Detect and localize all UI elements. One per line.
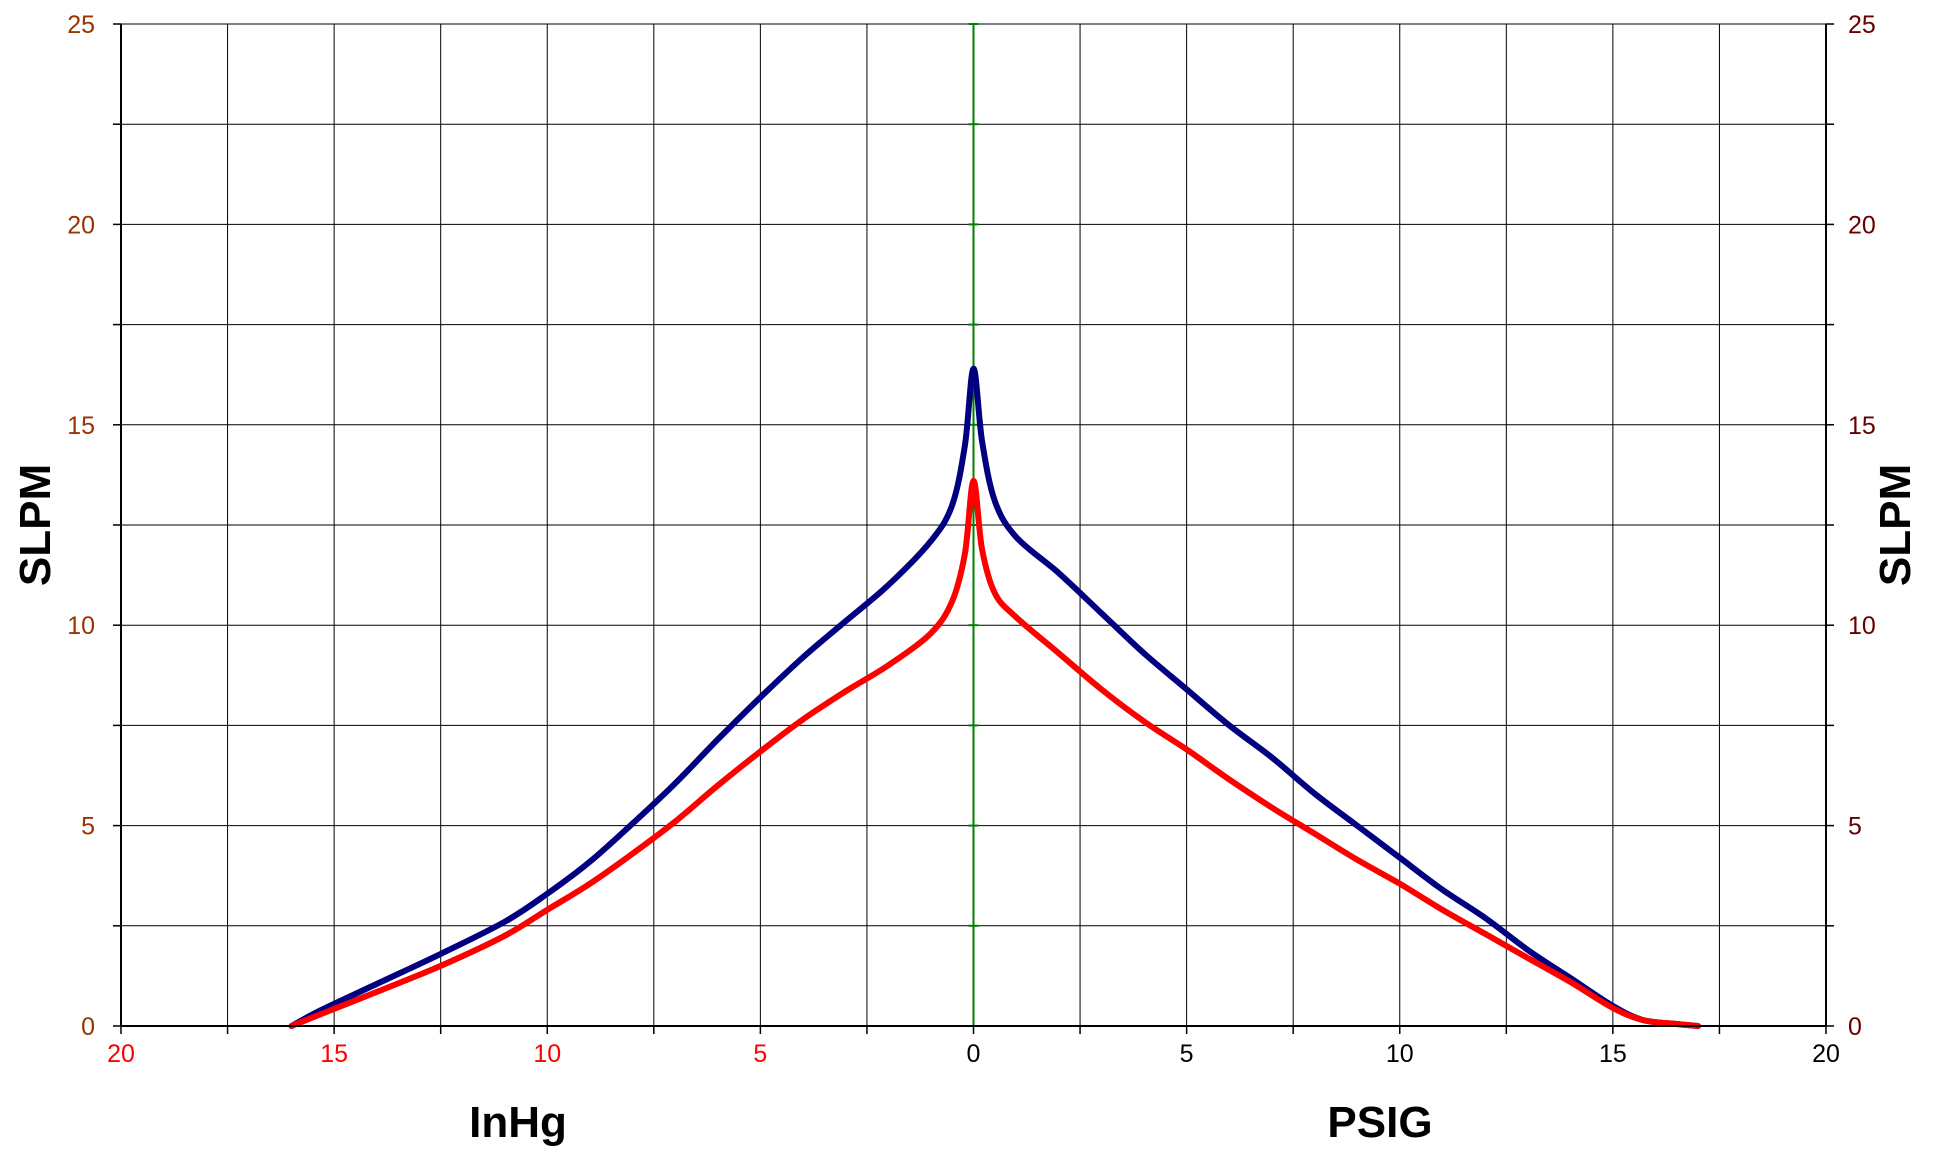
x-tick-label: 20 [107, 1040, 135, 1068]
x-tick-label: 15 [320, 1040, 348, 1068]
y-axis-title-left: SLPM [11, 464, 60, 586]
x-axis-title-right: PSIG [1327, 1098, 1432, 1147]
x-tick-label: 20 [1812, 1040, 1840, 1068]
y-tick-label-left: 15 [67, 412, 95, 440]
series-line-1 [288, 365, 1702, 1029]
x-tick-label: 5 [1180, 1040, 1194, 1068]
y-tick-label-right: 10 [1848, 612, 1876, 640]
series-group [288, 365, 1702, 1029]
x-axis-title-left: InHg [469, 1098, 567, 1147]
grid [120, 23, 1827, 1027]
x-tick-label: 15 [1599, 1040, 1627, 1068]
y-tick-label-left: 10 [67, 612, 95, 640]
tick-labels: 0 0 5 5 10 10 15 15 20 20 25 25 20 15 10 5 0 5 10 15 20 [67, 11, 1876, 1068]
y-axis-title-right: SLPM [1871, 464, 1920, 586]
y-tick-label-right: 5 [1848, 813, 1862, 841]
y-tick-label-right: 20 [1848, 211, 1876, 239]
y-tick-label-left: 25 [67, 11, 95, 39]
y-tick-label-left: 20 [67, 211, 95, 239]
y-tick-label-left: 0 [81, 1013, 95, 1041]
y-tick-label-right: 25 [1848, 11, 1876, 39]
y-tick-label-right: 15 [1848, 412, 1876, 440]
x-tick-label: 0 [967, 1040, 981, 1068]
x-tick-label: 10 [1386, 1040, 1414, 1068]
series-line-2 [288, 477, 1702, 1029]
x-tick-label: 10 [533, 1040, 561, 1068]
frame [113, 23, 1834, 1034]
y-tick-label-left: 5 [81, 813, 95, 841]
y-tick-label-right: 0 [1848, 1013, 1862, 1041]
x-tick-label: 5 [753, 1040, 767, 1068]
